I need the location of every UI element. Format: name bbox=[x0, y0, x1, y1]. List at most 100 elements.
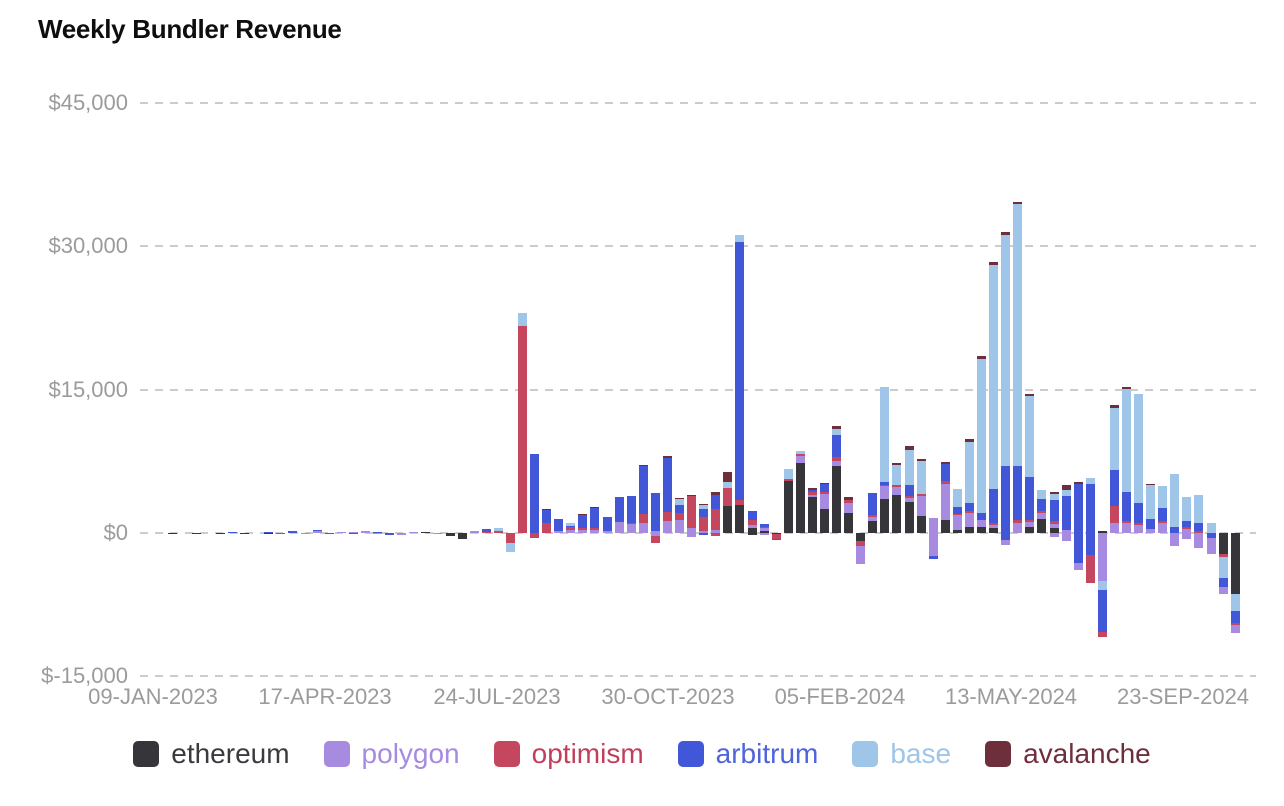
bar-segment-poly[interactable] bbox=[360, 531, 370, 533]
bar-segment-poly[interactable] bbox=[1013, 522, 1023, 533]
bar-segment-arb[interactable] bbox=[324, 532, 334, 535]
bar-segment-base[interactable] bbox=[1194, 494, 1204, 524]
bar-segment-base[interactable] bbox=[1182, 497, 1192, 522]
bar-segment-opt[interactable] bbox=[1218, 553, 1228, 557]
bar-segment-eth[interactable] bbox=[940, 520, 950, 533]
bar-segment-poly[interactable] bbox=[928, 532, 938, 556]
bar-segment-poly[interactable] bbox=[433, 532, 443, 534]
bar-segment-eth[interactable] bbox=[977, 526, 987, 533]
bar-segment-arb[interactable] bbox=[675, 505, 685, 513]
bar-week-65[interactable] bbox=[928, 103, 938, 676]
bar-segment-opt[interactable] bbox=[735, 500, 745, 506]
bar-week-31[interactable] bbox=[517, 103, 527, 676]
legend-item-base[interactable]: base bbox=[852, 740, 951, 768]
bar-segment-base[interactable] bbox=[1037, 489, 1047, 500]
bar-week-75[interactable] bbox=[1049, 103, 1059, 676]
bar-segment-eth[interactable] bbox=[1218, 532, 1228, 554]
bar-segment-arb[interactable] bbox=[699, 532, 709, 535]
bar-segment-poly[interactable] bbox=[590, 530, 600, 533]
bar-segment-arb[interactable] bbox=[952, 506, 962, 514]
bar-week-24[interactable] bbox=[433, 103, 443, 676]
bar-segment-poly[interactable] bbox=[940, 484, 950, 521]
bar-segment-base[interactable] bbox=[916, 461, 926, 494]
bar-segment-opt[interactable] bbox=[989, 523, 999, 526]
bar-segment-eth[interactable] bbox=[952, 530, 962, 533]
bar-segment-poly[interactable] bbox=[856, 545, 866, 564]
bar-week-87[interactable] bbox=[1194, 103, 1204, 676]
bar-segment-arb[interactable] bbox=[312, 530, 322, 532]
bar-segment-poly[interactable] bbox=[711, 529, 721, 533]
bar-segment-arb[interactable] bbox=[1013, 465, 1023, 521]
bar-segment-poly[interactable] bbox=[916, 496, 926, 516]
bar-segment-poly[interactable] bbox=[819, 494, 829, 510]
bar-segment-opt[interactable] bbox=[844, 499, 854, 503]
bar-week-69[interactable] bbox=[977, 103, 987, 676]
bar-segment-opt[interactable] bbox=[626, 522, 636, 525]
bar-segment-arb[interactable] bbox=[699, 508, 709, 517]
bar-segment-eth[interactable] bbox=[807, 497, 817, 533]
bar-segment-avax[interactable] bbox=[1025, 393, 1035, 397]
bar-segment-avax[interactable] bbox=[1146, 484, 1156, 485]
bar-segment-poly[interactable] bbox=[687, 527, 697, 533]
bar-segment-arb[interactable] bbox=[989, 488, 999, 524]
bar-week-3[interactable] bbox=[180, 103, 189, 676]
bar-segment-arb[interactable] bbox=[650, 493, 660, 532]
bar-segment-poly[interactable] bbox=[844, 502, 854, 513]
bar-segment-arb[interactable] bbox=[264, 531, 274, 533]
bar-segment-arb[interactable] bbox=[530, 454, 540, 533]
bar-segment-eth[interactable] bbox=[1037, 519, 1047, 533]
bar-segment-eth[interactable] bbox=[445, 532, 455, 537]
bar-segment-poly[interactable] bbox=[1061, 532, 1071, 542]
bar-segment-poly[interactable] bbox=[312, 531, 322, 533]
bar-segment-base[interactable] bbox=[1109, 407, 1119, 471]
bar-segment-avax[interactable] bbox=[578, 513, 588, 516]
bar-segment-poly[interactable] bbox=[650, 532, 660, 537]
bar-segment-eth[interactable] bbox=[1230, 532, 1240, 594]
bar-week-45[interactable] bbox=[687, 103, 697, 676]
bar-week-16[interactable] bbox=[336, 103, 346, 676]
bar-segment-base[interactable] bbox=[735, 234, 745, 243]
bar-segment-poly[interactable] bbox=[1218, 587, 1228, 594]
bar-segment-arb[interactable] bbox=[385, 532, 395, 536]
bar-week-53[interactable] bbox=[783, 103, 793, 676]
bar-segment-eth[interactable] bbox=[167, 532, 177, 534]
bar-segment-poly[interactable] bbox=[832, 461, 842, 466]
bar-week-39[interactable] bbox=[614, 103, 624, 676]
bar-segment-poly[interactable] bbox=[1049, 532, 1059, 538]
bar-segment-arb[interactable] bbox=[771, 538, 781, 541]
bar-segment-arb[interactable] bbox=[626, 495, 636, 523]
bar-week-43[interactable] bbox=[662, 103, 672, 676]
bar-segment-arb[interactable] bbox=[1037, 499, 1047, 512]
bar-week-44[interactable] bbox=[675, 103, 685, 676]
bar-segment-opt[interactable] bbox=[517, 325, 527, 533]
bar-segment-arb[interactable] bbox=[747, 510, 757, 521]
bar-segment-poly[interactable] bbox=[807, 494, 817, 498]
bar-segment-poly[interactable] bbox=[964, 513, 974, 527]
bar-segment-opt[interactable] bbox=[711, 508, 721, 530]
bar-segment-poly[interactable] bbox=[638, 522, 648, 533]
bar-week-4[interactable] bbox=[191, 103, 201, 676]
bar-segment-avax[interactable] bbox=[1013, 201, 1023, 205]
bar-segment-eth[interactable] bbox=[989, 527, 999, 533]
bar-segment-opt[interactable] bbox=[1013, 520, 1023, 523]
bar-segment-eth[interactable] bbox=[1049, 527, 1059, 533]
bar-segment-base[interactable] bbox=[964, 441, 974, 503]
bar-segment-opt[interactable] bbox=[699, 516, 709, 531]
bar-segment-base[interactable] bbox=[493, 527, 503, 531]
bar-segment-arb[interactable] bbox=[1230, 611, 1240, 623]
bar-segment-arb[interactable] bbox=[566, 525, 576, 527]
bar-segment-arb[interactable] bbox=[1049, 499, 1059, 522]
legend-item-avalanche[interactable]: avalanche bbox=[985, 740, 1151, 768]
bar-segment-poly[interactable] bbox=[1025, 521, 1035, 527]
bar-week-48[interactable] bbox=[723, 103, 733, 676]
bar-week-29[interactable] bbox=[493, 103, 503, 676]
bar-segment-arb[interactable] bbox=[1097, 590, 1107, 633]
bar-segment-opt[interactable] bbox=[687, 496, 697, 528]
bar-segment-base[interactable] bbox=[1218, 556, 1228, 578]
bar-segment-avax[interactable] bbox=[662, 456, 672, 458]
bar-week-54[interactable] bbox=[795, 103, 805, 676]
bar-segment-avax[interactable] bbox=[1061, 485, 1071, 490]
bar-week-10[interactable] bbox=[264, 103, 274, 676]
bar-segment-poly[interactable] bbox=[348, 531, 358, 533]
bar-segment-avax[interactable] bbox=[1073, 481, 1083, 485]
